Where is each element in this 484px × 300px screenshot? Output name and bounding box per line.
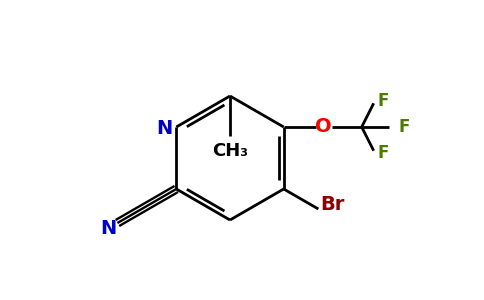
Text: F: F bbox=[377, 92, 388, 110]
Text: N: N bbox=[156, 119, 172, 139]
Text: F: F bbox=[398, 118, 409, 136]
Text: F: F bbox=[377, 144, 388, 162]
Text: N: N bbox=[101, 218, 117, 238]
Text: CH₃: CH₃ bbox=[212, 142, 248, 160]
Text: O: O bbox=[316, 118, 332, 136]
Text: Br: Br bbox=[320, 194, 345, 214]
